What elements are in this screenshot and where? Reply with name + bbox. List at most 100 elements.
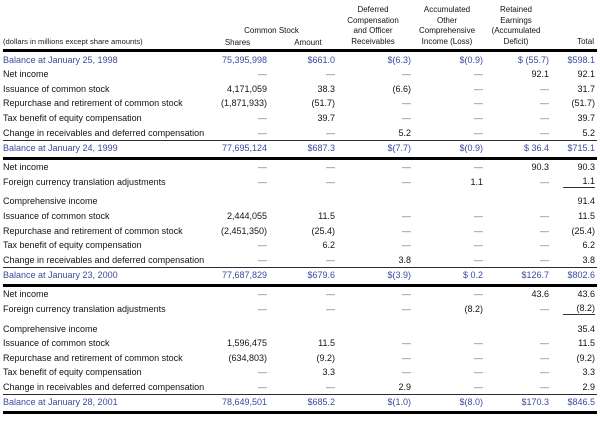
cell-accumulated-oci: — <box>474 83 483 94</box>
balance-row: Balance at January 23, 2000 77,687,829 $67… <box>3 267 597 282</box>
cell-accumulated-oci: — <box>474 225 483 236</box>
cell-retained-earnings: 43.6 <box>531 289 549 300</box>
cell-amount: (25.4) <box>311 225 335 236</box>
column-header-amount: Amount <box>294 38 322 47</box>
table-body: Balance at January 25, 1998 75,395,998 $66… <box>3 52 597 415</box>
cell-amount: $687.3 <box>307 142 335 153</box>
cell-deferred-receivables: — <box>402 98 411 109</box>
cell-deferred-receivables: $(7.7) <box>387 142 411 153</box>
table-row: Change in receivables and deferred compe… <box>3 125 597 140</box>
row-label: Balance at January 23, 2000 <box>3 270 118 281</box>
cell-retained-earnings: — <box>540 98 549 109</box>
cell-deferred-receivables: — <box>402 113 411 124</box>
cell-deferred-receivables: — <box>402 162 411 173</box>
cell-retained-earnings: — <box>540 127 549 138</box>
cell-accumulated-oci: (8.2) <box>464 304 483 315</box>
cell-amount: — <box>326 381 335 392</box>
cell-shares: 78,649,501 <box>221 397 267 408</box>
row-label: Balance at January 28, 2001 <box>3 397 118 408</box>
row-label: Comprehensive income <box>3 323 98 334</box>
cell-accumulated-oci: — <box>474 352 483 363</box>
cell-shares: 2,444,055 <box>226 211 267 222</box>
cell-deferred-receivables: $(6.3) <box>387 54 411 65</box>
cell-retained-earnings: — <box>540 352 549 363</box>
cell-shares: (1,871,933) <box>220 98 267 109</box>
cell-retained-earnings: — <box>540 338 549 349</box>
row-label: Issuance of common stock <box>3 211 110 222</box>
cell-amount: 11.5 <box>318 211 335 222</box>
cell-accumulated-oci: — <box>474 162 483 173</box>
cell-retained-earnings: — <box>540 381 549 392</box>
cell-accumulated-oci: — <box>474 289 483 300</box>
cell-retained-earnings: — <box>540 240 549 251</box>
balance-row: Balance at January 25, 1998 75,395,998 $66… <box>3 52 597 67</box>
row-label: Net income <box>3 162 49 173</box>
cell-total: $802.6 <box>567 270 595 281</box>
cell-shares: 75,395,998 <box>221 54 267 65</box>
cell-deferred-receivables: (6.6) <box>392 83 411 94</box>
row-label: Change in receivables and deferred compe… <box>3 254 205 265</box>
cell-amount: $685.2 <box>307 397 335 408</box>
table-row: Change in receivables and deferred compe… <box>3 253 597 268</box>
cell-shares: 1,596,475 <box>226 338 267 349</box>
table-row: Issuance of common stock 4,171,059 38.3 (6.… <box>3 82 597 97</box>
cell-deferred-receivables: — <box>402 176 411 187</box>
cell-shares: — <box>258 240 267 251</box>
cell-accumulated-oci: — <box>474 338 483 349</box>
cell-deferred-receivables: $(1.0) <box>387 397 411 408</box>
cell-retained-earnings: — <box>540 211 549 222</box>
cell-deferred-receivables: — <box>402 338 411 349</box>
cell-amount: — <box>326 162 335 173</box>
row-label: Balance at January 25, 1998 <box>3 54 118 65</box>
cell-shares: (634,803) <box>228 352 267 363</box>
cell-shares: 4,171,059 <box>226 83 267 94</box>
cell-deferred-receivables: — <box>402 367 411 378</box>
cell-shares: — <box>258 69 267 80</box>
cell-shares: 77,687,829 <box>221 270 267 281</box>
cell-accumulated-oci: $(0.9) <box>459 54 483 65</box>
cell-amount: — <box>326 254 335 265</box>
cell-accumulated-oci: — <box>474 113 483 124</box>
cell-shares: 77,695,124 <box>221 142 267 153</box>
cell-total: 11.5 <box>578 211 595 222</box>
cell-amount: — <box>326 176 335 187</box>
row-label: Tax benefit of equity compensation <box>3 240 142 251</box>
cell-accumulated-oci: — <box>474 211 483 222</box>
cell-retained-earnings: — <box>540 367 549 378</box>
column-header-total: Total <box>577 36 594 46</box>
row-label: Comprehensive income <box>3 196 98 207</box>
cell-total: $715.1 <box>567 142 595 153</box>
cell-retained-earnings: — <box>540 225 549 236</box>
cell-total: (51.7) <box>571 98 595 109</box>
cell-shares: — <box>258 162 267 173</box>
cell-amount: 3.3 <box>322 367 335 378</box>
table-row: Net income — — — — 43.6 43.6 <box>3 287 597 302</box>
cell-deferred-receivables: — <box>402 240 411 251</box>
column-group-common-stock: Common Stock Shares Amount <box>208 26 335 47</box>
cell-retained-earnings: — <box>540 304 549 315</box>
cell-shares: — <box>258 289 267 300</box>
cell-accumulated-oci: — <box>474 127 483 138</box>
cell-accumulated-oci: — <box>474 69 483 80</box>
header-double-rule <box>3 49 597 52</box>
cell-retained-earnings: $126.7 <box>521 270 549 281</box>
units-note: (dollars in millions except share amount… <box>3 37 143 46</box>
table-header: (dollars in millions except share amount… <box>3 3 597 47</box>
cell-total: 90.3 <box>577 162 595 173</box>
column-header-deferred-compensation: Deferred Compensation and Officer Receiv… <box>347 5 399 46</box>
cell-total: 35.4 <box>577 323 595 334</box>
cell-shares: — <box>258 304 267 315</box>
cell-retained-earnings: 92.1 <box>531 69 549 80</box>
row-label: Foreign currency translation adjustments <box>3 304 166 315</box>
cell-total: 91.4 <box>577 196 595 207</box>
cell-amount: (51.7) <box>311 98 335 109</box>
cell-accumulated-oci: — <box>474 98 483 109</box>
cell-total: (25.4) <box>571 225 595 236</box>
balance-double-rule <box>3 156 597 160</box>
row-label: Tax benefit of equity compensation <box>3 367 142 378</box>
cell-shares: — <box>258 176 267 187</box>
cell-total: 31.7 <box>577 83 595 94</box>
cell-amount: 38.3 <box>317 83 335 94</box>
table-row: Tax benefit of equity compensation — 39.7 —… <box>3 111 597 126</box>
row-label: Net income <box>3 289 49 300</box>
